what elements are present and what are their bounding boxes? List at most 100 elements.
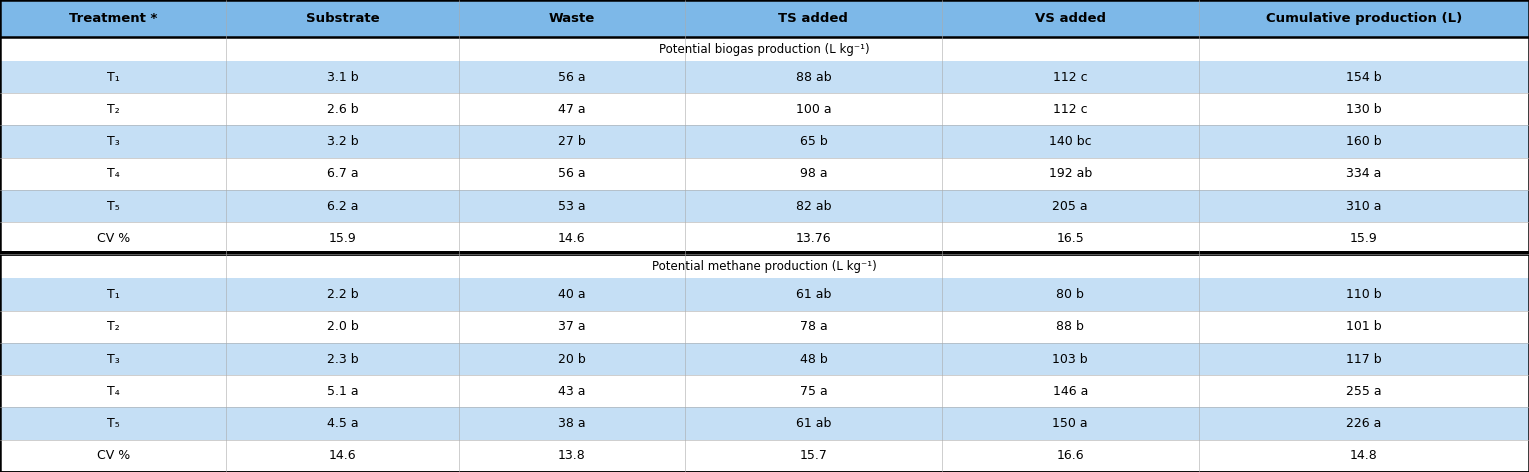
Text: 14.8: 14.8 [1350,449,1378,463]
Bar [1199,61,1529,93]
Bar [459,126,685,158]
Text: 226 a: 226 a [1346,417,1382,430]
Text: 255 a: 255 a [1346,385,1382,398]
Bar [459,311,685,343]
Text: T₄: T₄ [107,385,119,398]
Text: 13.8: 13.8 [558,449,586,463]
Bar [1199,0,1529,37]
Bar [226,343,459,375]
Bar [685,61,942,93]
Bar [226,375,459,407]
Bar [685,407,942,440]
Text: VS added: VS added [1035,12,1105,25]
Text: Waste: Waste [549,12,595,25]
Bar [942,222,1199,254]
Text: 43 a: 43 a [558,385,586,398]
Bar [226,278,459,311]
Bar [942,158,1199,190]
Text: 101 b: 101 b [1346,320,1382,333]
Bar [1199,190,1529,222]
Bar [942,407,1199,440]
Bar [459,343,685,375]
Text: 15.9: 15.9 [329,232,356,245]
Text: 4.5 a: 4.5 a [327,417,358,430]
Bar [459,61,685,93]
Bar [942,93,1199,126]
Text: 82 ab: 82 ab [795,200,832,212]
Bar [942,190,1199,222]
Text: 2.0 b: 2.0 b [327,320,358,333]
Text: 150 a: 150 a [1052,417,1089,430]
Bar [459,375,685,407]
Text: 2.3 b: 2.3 b [327,353,358,366]
Text: 20 b: 20 b [558,353,586,366]
Bar [685,278,942,311]
Text: 140 bc: 140 bc [1049,135,1092,148]
Text: 61 ab: 61 ab [795,288,832,301]
Text: 53 a: 53 a [558,200,586,212]
Text: 2.2 b: 2.2 b [327,288,358,301]
Text: 65 b: 65 b [800,135,827,148]
Text: 5.1 a: 5.1 a [327,385,358,398]
Text: Cumulative production (L): Cumulative production (L) [1266,12,1462,25]
Bar [459,407,685,440]
Text: 334 a: 334 a [1346,168,1382,180]
Text: 130 b: 130 b [1346,103,1382,116]
Bar [0,93,226,126]
Text: 56 a: 56 a [558,168,586,180]
Text: Potential methane production (L kg⁻¹): Potential methane production (L kg⁻¹) [653,260,876,273]
Bar [226,126,459,158]
Bar [685,93,942,126]
Bar [685,222,942,254]
Bar [685,311,942,343]
Text: CV %: CV % [96,449,130,463]
Bar [226,190,459,222]
Text: T₃: T₃ [107,353,119,366]
Bar [226,311,459,343]
Bar [0,190,226,222]
Bar [685,375,942,407]
Text: 310 a: 310 a [1346,200,1382,212]
Text: 15.7: 15.7 [800,449,827,463]
Bar [942,0,1199,37]
Text: 47 a: 47 a [558,103,586,116]
Text: T₂: T₂ [107,320,119,333]
Text: 2.6 b: 2.6 b [327,103,358,116]
Bar [0,158,226,190]
Text: 15.9: 15.9 [1350,232,1378,245]
Bar [226,158,459,190]
Text: T₁: T₁ [107,71,119,84]
Bar [1199,407,1529,440]
Text: 3.2 b: 3.2 b [327,135,358,148]
Text: 75 a: 75 a [800,385,827,398]
Bar [942,278,1199,311]
Text: 37 a: 37 a [558,320,586,333]
Bar [0,61,226,93]
Bar [459,93,685,126]
Bar [0,0,226,37]
Bar [1199,278,1529,311]
Bar [459,158,685,190]
Bar [0,440,226,472]
Text: 160 b: 160 b [1346,135,1382,148]
Text: Substrate: Substrate [306,12,379,25]
Bar [459,440,685,472]
Text: 13.76: 13.76 [795,232,832,245]
Text: 117 b: 117 b [1346,353,1382,366]
Bar [1199,93,1529,126]
Text: T₄: T₄ [107,168,119,180]
Text: 38 a: 38 a [558,417,586,430]
Bar [0,222,226,254]
Bar [0,375,226,407]
Bar [226,407,459,440]
Bar [685,440,942,472]
Text: CV %: CV % [96,232,130,245]
Bar [0,311,226,343]
Bar [685,0,942,37]
Text: 14.6: 14.6 [558,232,586,245]
Text: 80 b: 80 b [1057,288,1084,301]
Bar [942,126,1199,158]
Bar [226,0,459,37]
Text: T₁: T₁ [107,288,119,301]
Text: T₃: T₃ [107,135,119,148]
